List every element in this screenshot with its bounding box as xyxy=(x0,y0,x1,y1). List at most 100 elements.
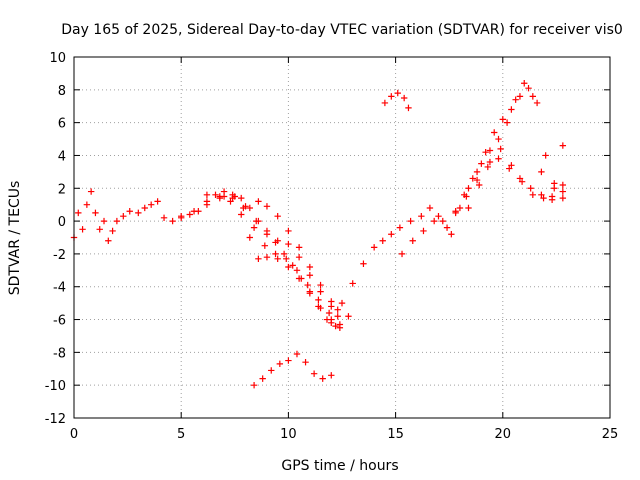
data-point xyxy=(113,217,121,225)
data-point xyxy=(548,196,556,203)
data-point xyxy=(274,237,281,244)
data-point xyxy=(126,208,133,215)
data-point xyxy=(295,275,303,282)
x-axis-label: GPS time / hours xyxy=(281,458,398,474)
data-point xyxy=(503,119,511,126)
data-point xyxy=(473,176,481,184)
data-point xyxy=(495,135,502,143)
data-point xyxy=(178,214,185,222)
data-point xyxy=(430,217,438,225)
data-point xyxy=(443,224,451,231)
data-point xyxy=(388,93,395,100)
data-point xyxy=(306,290,314,297)
data-point xyxy=(525,84,532,92)
data-point xyxy=(456,204,464,212)
y-tick-label: 4 xyxy=(58,149,66,164)
data-point xyxy=(75,209,82,217)
data-point xyxy=(160,214,168,222)
data-point xyxy=(551,185,558,192)
y-tick-label: 8 xyxy=(58,84,66,99)
data-point xyxy=(100,217,108,225)
x-tick-label: 15 xyxy=(387,427,404,442)
data-point xyxy=(559,142,567,149)
data-point xyxy=(295,244,303,251)
data-point xyxy=(261,242,269,249)
axis-ticks xyxy=(73,56,611,419)
data-point xyxy=(317,281,324,289)
data-point xyxy=(529,93,537,100)
data-point xyxy=(465,204,472,212)
data-point xyxy=(310,370,318,377)
data-point xyxy=(559,188,567,195)
data-point xyxy=(253,217,260,225)
y-tick-label: 10 xyxy=(49,51,66,66)
data-point xyxy=(263,203,271,210)
data-point xyxy=(409,237,416,244)
x-tick-label: 25 xyxy=(602,427,619,442)
data-point xyxy=(499,116,506,123)
data-point xyxy=(328,298,335,305)
data-point xyxy=(512,96,519,103)
data-point xyxy=(521,80,528,87)
data-series-3 xyxy=(203,191,344,328)
data-point xyxy=(306,272,314,279)
data-point xyxy=(542,152,549,159)
data-point xyxy=(263,231,271,238)
data-point xyxy=(420,227,427,235)
data-point xyxy=(328,372,335,379)
data-point xyxy=(463,193,470,200)
data-point xyxy=(315,296,322,304)
data-point xyxy=(306,263,314,271)
data-point xyxy=(141,204,148,212)
y-tick-label: 0 xyxy=(58,215,66,230)
data-point xyxy=(448,231,455,238)
data-point xyxy=(381,99,389,107)
data-point xyxy=(360,260,367,267)
chart-title: Day 165 of 2025, Sidereal Day-to-day VTE… xyxy=(61,22,623,38)
data-point xyxy=(120,212,127,220)
data-series-7 xyxy=(328,80,567,327)
data-point xyxy=(255,255,262,263)
y-tick-label: -10 xyxy=(45,379,66,394)
data-series-4 xyxy=(220,188,341,320)
data-point xyxy=(317,304,324,312)
data-point xyxy=(405,104,412,112)
data-point xyxy=(289,262,296,269)
data-point xyxy=(105,237,112,244)
data-point xyxy=(203,191,211,199)
data-point xyxy=(250,224,258,231)
data-point xyxy=(276,360,284,368)
y-tick-label: -12 xyxy=(45,412,66,427)
y-tick-label: 2 xyxy=(58,182,66,197)
data-point xyxy=(268,367,275,374)
data-series-6 xyxy=(250,350,335,389)
data-point xyxy=(538,168,545,176)
data-point xyxy=(109,227,116,235)
data-point xyxy=(540,194,547,202)
data-point xyxy=(345,313,352,320)
data-point xyxy=(495,155,502,162)
data-point xyxy=(334,313,341,320)
data-point xyxy=(79,226,86,233)
data-point xyxy=(516,175,524,182)
data-point xyxy=(87,188,95,195)
data-point xyxy=(349,280,356,287)
data-point xyxy=(285,357,292,364)
data-point xyxy=(283,255,290,263)
data-point xyxy=(516,93,524,100)
y-tick-label: 6 xyxy=(58,117,66,132)
data-point xyxy=(203,198,211,205)
data-point xyxy=(508,162,515,169)
data-point xyxy=(435,212,442,220)
data-point xyxy=(398,250,406,258)
data-point xyxy=(212,191,219,199)
x-tick-label: 0 xyxy=(70,427,78,442)
data-point xyxy=(238,194,245,202)
data-marks xyxy=(70,80,567,389)
data-point xyxy=(147,201,155,208)
data-point xyxy=(325,309,333,317)
data-point xyxy=(302,359,309,366)
data-point xyxy=(274,255,281,263)
data-series-2 xyxy=(178,194,352,331)
data-point xyxy=(293,267,301,274)
